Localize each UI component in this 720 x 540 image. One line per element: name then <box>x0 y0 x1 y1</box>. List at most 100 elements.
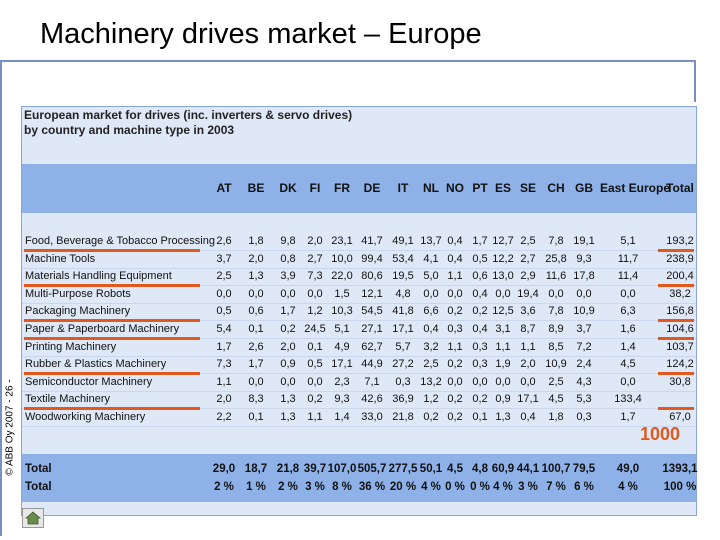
table-cell: 0,0 <box>620 287 636 300</box>
table-cell: 8,3 <box>248 393 264 406</box>
table-cell: 6,6 <box>423 305 439 318</box>
table-cell: 2,7 <box>307 252 323 265</box>
highlight-underline-label <box>24 407 200 411</box>
table-row: Paper & Paperboard Machinery 5,4 0,1 0,2 24,… <box>0 322 720 339</box>
table-cell: 1,1 <box>447 270 463 283</box>
total-cell: 3 % <box>305 481 325 493</box>
table-cell: 4,8 <box>395 287 411 300</box>
table-cell: 0,6 <box>248 305 264 318</box>
table-cell: 2,5 <box>520 235 536 247</box>
table-cell: 41,8 <box>392 305 414 318</box>
table-cell: 1,7 <box>216 340 232 353</box>
table-cell: 0,2 <box>447 411 463 423</box>
table-cell: 0,4 <box>520 411 536 423</box>
table-row: Rubber & Plastics Machinery 7,3 1,7 0,9 0,5 1… <box>0 357 720 374</box>
table-cell: 23,1 <box>331 235 353 247</box>
table-cell: 3,1 <box>495 323 511 335</box>
table-cell: 2,5 <box>216 270 232 283</box>
table-cell: 11,4 <box>617 270 639 283</box>
table-cell: 99,4 <box>361 252 383 265</box>
table-cell: 1,3 <box>248 270 264 283</box>
highlight-underline-label <box>24 284 200 288</box>
home-button[interactable] <box>22 508 44 528</box>
total-row-label: Total <box>25 481 52 493</box>
highlight-underline-total <box>658 249 694 252</box>
table-cell: 3,6 <box>520 305 536 318</box>
total-cell: 2 % <box>278 481 298 493</box>
table-cell: 1,6 <box>620 323 636 335</box>
total-cell: 50,1 <box>419 463 443 475</box>
table-cell: 5,1 <box>334 323 350 335</box>
table-cell: 2,2 <box>216 411 232 423</box>
total-cell: 7 % <box>546 481 566 493</box>
highlight-underline-total <box>658 407 694 411</box>
table-cell: 0,4 <box>447 235 463 247</box>
table-cell: 0,3 <box>472 340 488 353</box>
table-cell: 21,8 <box>392 411 414 423</box>
table-cell: 0,4 <box>472 323 488 335</box>
table-cell: 19,1 <box>573 235 595 247</box>
table-cell: 49,1 <box>392 235 414 247</box>
table-cell: 13,0 <box>492 270 514 283</box>
row-label: Textile Machinery <box>25 393 110 406</box>
table-cell: 13,7 <box>420 235 442 247</box>
table-cell: 19,4 <box>517 287 539 300</box>
table-cell: 1,9 <box>495 358 511 371</box>
row-label: Semiconductor Machinery <box>25 375 153 388</box>
row-separator <box>22 338 696 339</box>
table-cell: 0,3 <box>395 375 411 388</box>
table-cell: 62,7 <box>361 340 383 353</box>
table-cell: 4,5 <box>620 358 636 371</box>
table-cell: 24,5 <box>304 323 326 335</box>
table-cell: 0,2 <box>307 393 323 406</box>
highlight-underline-total <box>658 337 694 340</box>
highlight-underline-label <box>24 249 200 252</box>
table-cell: 1,3 <box>280 411 296 423</box>
table-cell: 3,7 <box>216 252 232 265</box>
table-cell: 0,9 <box>280 358 296 371</box>
table-cell: 5,0 <box>423 270 439 283</box>
table-cell: 10,9 <box>545 358 567 371</box>
row-label: Rubber & Plastics Machinery <box>25 358 167 371</box>
home-icon <box>24 511 42 525</box>
table-cell: 0,2 <box>447 393 463 406</box>
table-cell: 7,3 <box>216 358 232 371</box>
total-cell: 29,0 <box>212 463 236 475</box>
table-cell: 38,2 <box>669 287 691 300</box>
row-separator <box>22 320 696 322</box>
table-cell: 0,0 <box>216 287 232 300</box>
total-cell: 18,7 <box>244 463 268 475</box>
table-cell: 2,5 <box>423 358 439 371</box>
table-cell: 13,2 <box>420 375 442 388</box>
table-cell: 5,3 <box>576 393 592 406</box>
table-cell: 1,2 <box>307 305 323 318</box>
table-cell: 2,5 <box>548 375 564 388</box>
row-label: Food, Beverage & Tobacco Processing <box>25 235 215 247</box>
total-cell: 44,1 <box>516 463 540 475</box>
table-cell: 8,9 <box>548 323 564 335</box>
highlight-number: 1000 <box>640 424 681 444</box>
column-header-be: BE <box>247 181 265 195</box>
table-cell: 0,0 <box>307 287 323 300</box>
table-cell: 2,6 <box>248 340 264 353</box>
total-cell: 1 % <box>246 481 266 493</box>
total-cell: 4,8 <box>472 463 488 475</box>
table-cell: 0,0 <box>248 287 264 300</box>
total-cell: 6 % <box>574 481 594 493</box>
row-label: Machine Tools <box>25 252 96 265</box>
table-cell: 10,0 <box>331 252 353 265</box>
total-cell: 4 % <box>618 481 638 493</box>
table-cell: 8,5 <box>548 340 564 353</box>
table-cell: 1,1 <box>307 411 323 423</box>
total-cell: 1393,1 <box>662 463 698 475</box>
column-header-at: AT <box>216 181 232 195</box>
frame-line-left <box>0 60 2 536</box>
table-cell: 0,1 <box>248 411 264 423</box>
table-row: Packaging Machinery 0,5 0,6 1,7 1,2 10,3 54,5 4… <box>0 304 720 321</box>
table-cell: 0,2 <box>447 358 463 371</box>
table-cell: 27,2 <box>392 358 414 371</box>
table-cell: 1,7 <box>472 235 488 247</box>
total-cell: 505,7 <box>357 463 387 475</box>
column-header-gb: GB <box>575 181 593 195</box>
table-cell: 1,7 <box>280 305 296 318</box>
